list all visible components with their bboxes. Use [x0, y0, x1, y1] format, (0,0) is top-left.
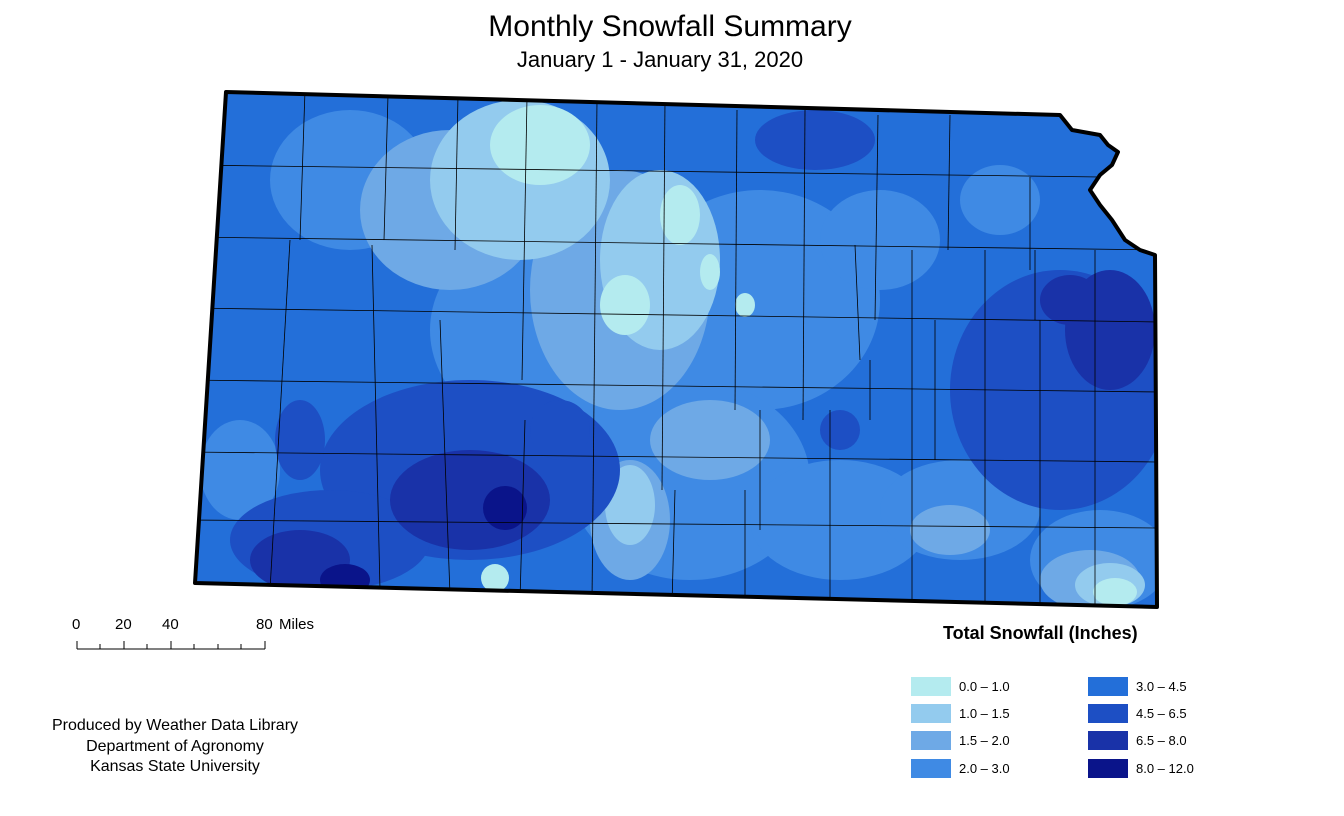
legend-label: 1.5 – 2.0 [959, 733, 1010, 748]
credit-line-3: Kansas State University [90, 758, 260, 775]
scale-unit: Miles [279, 616, 315, 633]
legend-swatch [911, 704, 951, 723]
legend-swatch [1088, 677, 1128, 696]
legend-swatch [911, 677, 951, 696]
scale-tick-80: 80 [256, 616, 273, 633]
map-subtitle: January 1 - January 31, 2020 [516, 47, 804, 72]
legend-label: 1.0 – 1.5 [959, 706, 1010, 721]
snowfall-field [195, 92, 1157, 607]
legend-label: 3.0 – 4.5 [1136, 679, 1187, 694]
legend-swatch [1088, 759, 1128, 778]
scale-tick-0: 0 [72, 616, 81, 633]
legend-swatch [911, 731, 951, 750]
kansas-state-outline [193, 90, 1159, 609]
legend-label: 8.0 – 12.0 [1136, 761, 1194, 776]
legend-label: 4.5 – 6.5 [1136, 706, 1187, 721]
legend-label: 2.0 – 3.0 [959, 761, 1010, 776]
legend-title: Total Snowfall (Inches) [943, 623, 1138, 643]
scale-bar: 0 20 40 80 Miles [60, 612, 340, 662]
legend-label: 0.0 – 1.0 [959, 679, 1010, 694]
legend-swatch [1088, 731, 1128, 750]
legend-label: 6.5 – 8.0 [1136, 733, 1187, 748]
credit-line-2: Department of Agronomy [86, 737, 264, 755]
scale-tick-20: 20 [115, 616, 132, 633]
scale-bar-graphic [76, 641, 266, 650]
map-title: Monthly Snowfall Summary [488, 10, 852, 43]
legend-swatch [1088, 704, 1128, 723]
county-boundaries [195, 92, 1157, 606]
credits: Produced by Weather Data Library Departm… [20, 716, 330, 778]
legend-swatch [911, 759, 951, 778]
credit-line-1: Produced by Weather Data Library [51, 717, 299, 734]
scale-tick-40: 40 [162, 616, 179, 633]
